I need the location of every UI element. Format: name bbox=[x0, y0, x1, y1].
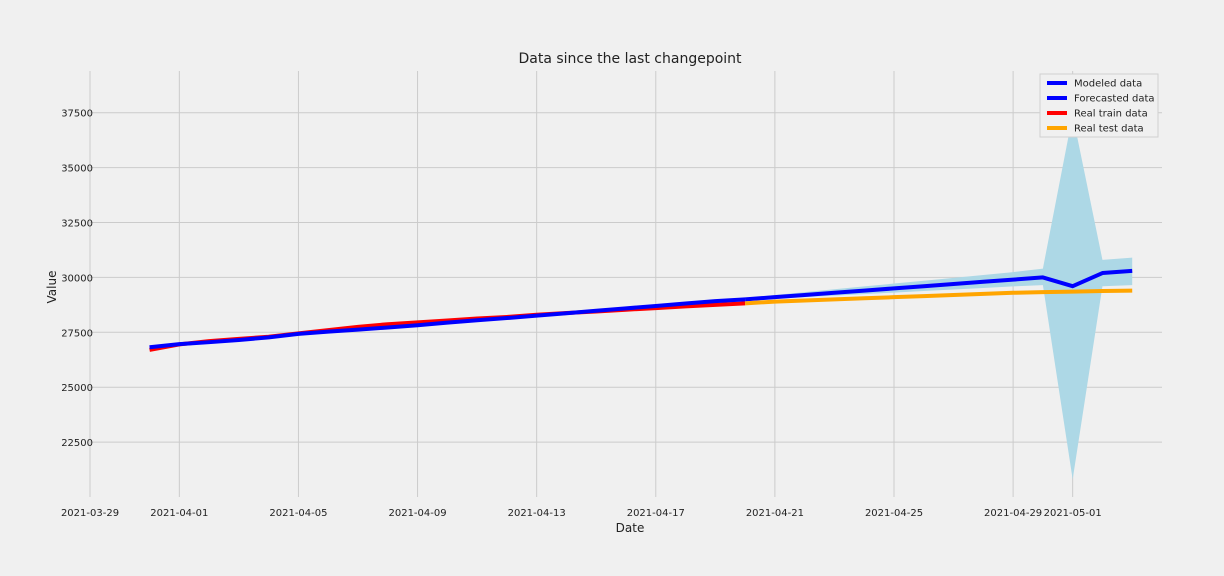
legend-entry-label: Real test data bbox=[1074, 124, 1144, 135]
legend-entry-label: Forecasted data bbox=[1074, 94, 1155, 105]
x-tick-label: 2021-04-29 bbox=[984, 508, 1042, 519]
confidence-band bbox=[745, 114, 1133, 480]
x-tick-label: 2021-04-21 bbox=[746, 508, 804, 519]
y-tick-label: 27500 bbox=[61, 328, 93, 339]
y-tick-label: 25000 bbox=[61, 383, 93, 394]
legend-entry-label: Real train data bbox=[1074, 109, 1148, 120]
x-tick-label: 2021-03-29 bbox=[61, 508, 119, 519]
y-tick-label: 22500 bbox=[61, 438, 93, 449]
x-axis-label: Date bbox=[616, 521, 645, 535]
x-tick-label: 2021-04-09 bbox=[388, 508, 446, 519]
y-tick-label: 35000 bbox=[61, 164, 93, 175]
y-axis-label: Value bbox=[45, 271, 59, 304]
x-tick-labels: 2021-03-29 2021-04-01 2021-04-05 2021-04-09… bbox=[61, 508, 1102, 519]
confidence-band-group bbox=[745, 114, 1133, 480]
chart-title: Data since the last changepoint bbox=[518, 51, 742, 67]
x-tick-label: 2021-04-25 bbox=[865, 508, 923, 519]
series-line-modeled-data bbox=[149, 297, 746, 350]
series-lines bbox=[149, 268, 1133, 352]
x-tick-label: 2021-04-01 bbox=[150, 508, 208, 519]
series-line-forecasted-data bbox=[744, 268, 1133, 302]
series-line-real-test-data bbox=[744, 288, 1133, 306]
x-tick-label: 2021-04-13 bbox=[508, 508, 566, 519]
y-tick-label: 32500 bbox=[61, 219, 93, 230]
y-tick-label: 37500 bbox=[61, 109, 93, 120]
x-tick-label: 2021-05-01 bbox=[1044, 508, 1102, 519]
x-tick-label: 2021-04-17 bbox=[627, 508, 685, 519]
legend-entry-label: Modeled data bbox=[1074, 79, 1142, 90]
y-tick-labels: 22500 25000 27500 30000 32500 35000 37500 bbox=[61, 109, 93, 449]
x-tick-label: 2021-04-05 bbox=[269, 508, 327, 519]
legend: Modeled data Forecasted data Real train da… bbox=[1039, 73, 1159, 138]
y-tick-label: 30000 bbox=[61, 273, 93, 284]
